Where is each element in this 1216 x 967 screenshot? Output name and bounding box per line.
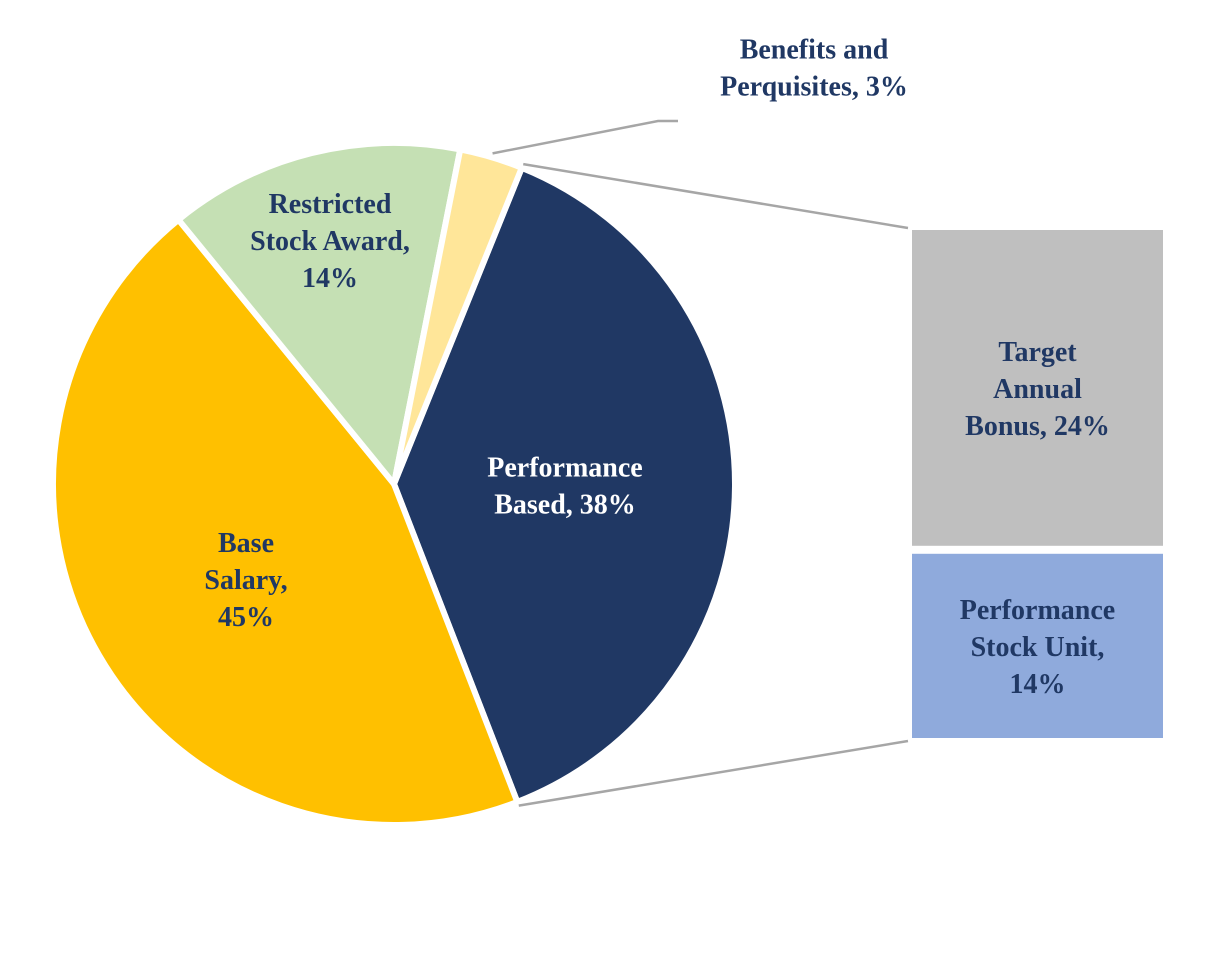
slice-label-performance-based: Performance Based, 38% [487, 453, 642, 521]
breakdown-segment-performance-stock-unit [912, 553, 1163, 738]
pie-slice-base-salary [50, 216, 521, 828]
breakdown-label-target-annual-bonus: Target Annual Bonus, 24% [965, 337, 1110, 442]
pie-slice-restricted-stock-award [175, 140, 464, 487]
slice-label-base-salary: Base Salary, 45% [204, 528, 287, 633]
connector-line-top [523, 162, 909, 230]
breakdown-label-performance-stock-unit: Performance Stock Unit, 14% [960, 595, 1115, 700]
pie-slice-performance-based [391, 164, 738, 805]
pie-slice-benefits-and-perquisites [391, 146, 525, 487]
connector-line-bottom [518, 739, 909, 807]
benefits-leader-line [492, 119, 678, 155]
slice-label-benefits-and-perquisites: Benefits and Perquisites, 3% [720, 35, 908, 103]
slice-label-restricted-stock-award: Restricted Stock Award, 14% [250, 189, 410, 294]
breakdown-segment-target-annual-bonus [912, 230, 1163, 546]
